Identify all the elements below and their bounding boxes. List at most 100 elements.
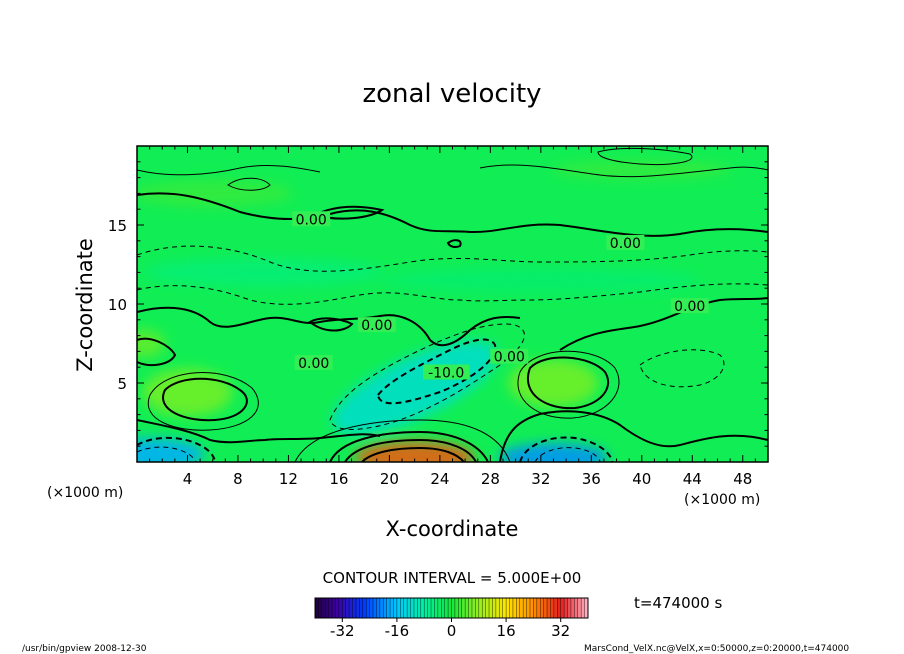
x-unit-label-left: (×1000 m) bbox=[47, 485, 123, 501]
colorbar-swatch bbox=[318, 598, 323, 618]
colorbar-swatch bbox=[577, 598, 582, 618]
colorbar-swatch bbox=[468, 598, 473, 618]
contour-zero-upper bbox=[137, 192, 768, 237]
colorbar-ticks: -32 -16 0 16 32 bbox=[330, 618, 570, 640]
colorbar-tick-label: 32 bbox=[551, 622, 570, 640]
colorbar-swatch bbox=[540, 598, 544, 618]
contour-bottom-min-left-1 bbox=[137, 436, 216, 462]
contour-label-bg bbox=[670, 298, 709, 314]
colorbar-swatch bbox=[379, 598, 384, 618]
colorbar-swatch bbox=[410, 598, 415, 618]
colorbar-swatch bbox=[359, 598, 364, 618]
y-axis-label: Z-coordinate bbox=[73, 238, 97, 372]
colorbar-swatch bbox=[369, 598, 374, 618]
colorbar-swatch bbox=[417, 598, 422, 618]
colorbar-swatch bbox=[366, 598, 370, 618]
contour-thin-lower-right bbox=[517, 350, 620, 419]
contour-thin-lower bbox=[147, 372, 259, 431]
contour-minus-five-right bbox=[639, 349, 725, 388]
colorbar-swatch bbox=[376, 598, 381, 618]
colorbar-swatch bbox=[396, 598, 401, 618]
contour-label-bg bbox=[422, 364, 470, 380]
contour-labels: 0.00 0.00 0.00 0.00 0.00 0.00 -10.0 bbox=[292, 211, 709, 382]
colorbar-swatch bbox=[352, 598, 357, 618]
x-tick-label: 44 bbox=[683, 470, 702, 488]
colorbar-swatch bbox=[492, 598, 497, 618]
x-tick-label: 40 bbox=[632, 470, 651, 488]
y-tick-label: 10 bbox=[108, 296, 127, 314]
footer-left: /usr/bin/gpview 2008-12-30 bbox=[22, 644, 147, 654]
contour-bottom-max-1 bbox=[329, 430, 489, 462]
colorbar-swatch bbox=[407, 598, 411, 618]
colorbar: -32 -16 0 16 32 bbox=[314, 597, 589, 640]
colorbar-swatch bbox=[485, 598, 490, 618]
field-extremum-min bbox=[137, 438, 205, 462]
colorbar-swatch bbox=[526, 598, 531, 618]
colorbar-tick-label: 0 bbox=[447, 622, 457, 640]
colorbar-swatch bbox=[427, 598, 432, 618]
colorbar-swatch bbox=[560, 598, 565, 618]
colorbar-swatch bbox=[499, 598, 503, 618]
x-axis: 4 8 12 16 20 24 28 32 36 40 44 48 bbox=[136, 146, 769, 488]
contour-small-loop-2 bbox=[446, 239, 462, 248]
contour-thin-loop-left bbox=[227, 177, 271, 191]
field-extremum-max bbox=[137, 329, 166, 358]
colorbar-tick-label: -32 bbox=[330, 622, 355, 640]
contour-bottom-min-right-1 bbox=[519, 436, 613, 462]
colorbar-swatch bbox=[478, 598, 483, 618]
colorbar-swatch bbox=[390, 598, 394, 618]
colorbar-swatch bbox=[509, 598, 514, 618]
colorbar-swatch bbox=[570, 598, 575, 618]
colorbar-swatch bbox=[512, 598, 517, 618]
x-tick-label: 28 bbox=[481, 470, 500, 488]
colorbar-swatch bbox=[315, 598, 319, 618]
colorbar-swatch bbox=[536, 598, 541, 618]
colorbar-swatch bbox=[393, 598, 398, 618]
contour-thin-upper bbox=[137, 164, 768, 178]
y-tick-label: 15 bbox=[108, 217, 127, 235]
colorbar-swatch bbox=[400, 598, 405, 618]
colorbar-swatch bbox=[345, 598, 350, 618]
x-tick-label: 12 bbox=[279, 470, 298, 488]
colorbar-swatch bbox=[557, 598, 561, 618]
contour-plus-five-right bbox=[527, 356, 610, 410]
colorbar-swatch bbox=[543, 598, 548, 618]
colorbar-swatch bbox=[431, 598, 435, 618]
colorbar-swatch bbox=[553, 598, 558, 618]
x-tick-label: 4 bbox=[183, 470, 193, 488]
contour-label-bg bbox=[294, 355, 333, 371]
colorbar-swatch bbox=[434, 598, 439, 618]
colorbar-swatch bbox=[581, 598, 585, 618]
contour-label: 0.00 bbox=[610, 236, 641, 252]
contour-label: 0.00 bbox=[298, 356, 329, 372]
colorbar-swatch bbox=[424, 598, 428, 618]
contour-label: 0.00 bbox=[494, 350, 525, 366]
colorbar-swatch bbox=[506, 598, 510, 618]
x-unit-label-right: (×1000 m) bbox=[684, 492, 760, 508]
colorbar-swatch bbox=[448, 598, 452, 618]
colorbar-swatch bbox=[335, 598, 340, 618]
contour-bottom-max-2 bbox=[344, 438, 477, 462]
field-band bbox=[137, 179, 293, 208]
contour-label-bg bbox=[357, 317, 396, 333]
colorbar-swatch bbox=[516, 598, 521, 618]
y-tick-label: 5 bbox=[117, 375, 127, 393]
colorbar-swatch bbox=[373, 598, 377, 618]
colorbar-swatch bbox=[489, 598, 493, 618]
x-tick-label: 20 bbox=[380, 470, 399, 488]
x-axis-label: X-coordinate bbox=[386, 517, 519, 541]
colorbar-swatch bbox=[441, 598, 445, 618]
colorbar-swatch bbox=[574, 598, 579, 618]
colorbar-swatch bbox=[403, 598, 408, 618]
chart-title: zonal velocity bbox=[362, 79, 541, 109]
contour-label-bg bbox=[292, 211, 331, 227]
colorbar-swatch bbox=[386, 598, 391, 618]
y-axis: 5 10 15 bbox=[108, 145, 768, 463]
field-extremum-max bbox=[508, 359, 599, 407]
contour-plus-five-left bbox=[162, 377, 248, 422]
contour-label: 0.00 bbox=[296, 212, 327, 228]
plot-area: 0.00 0.00 0.00 0.00 0.00 0.00 -10.0 bbox=[137, 146, 768, 462]
colorbar-swatch bbox=[454, 598, 459, 618]
colorbar-swatch bbox=[437, 598, 442, 618]
contour-bottom-min-right-2 bbox=[534, 447, 601, 462]
